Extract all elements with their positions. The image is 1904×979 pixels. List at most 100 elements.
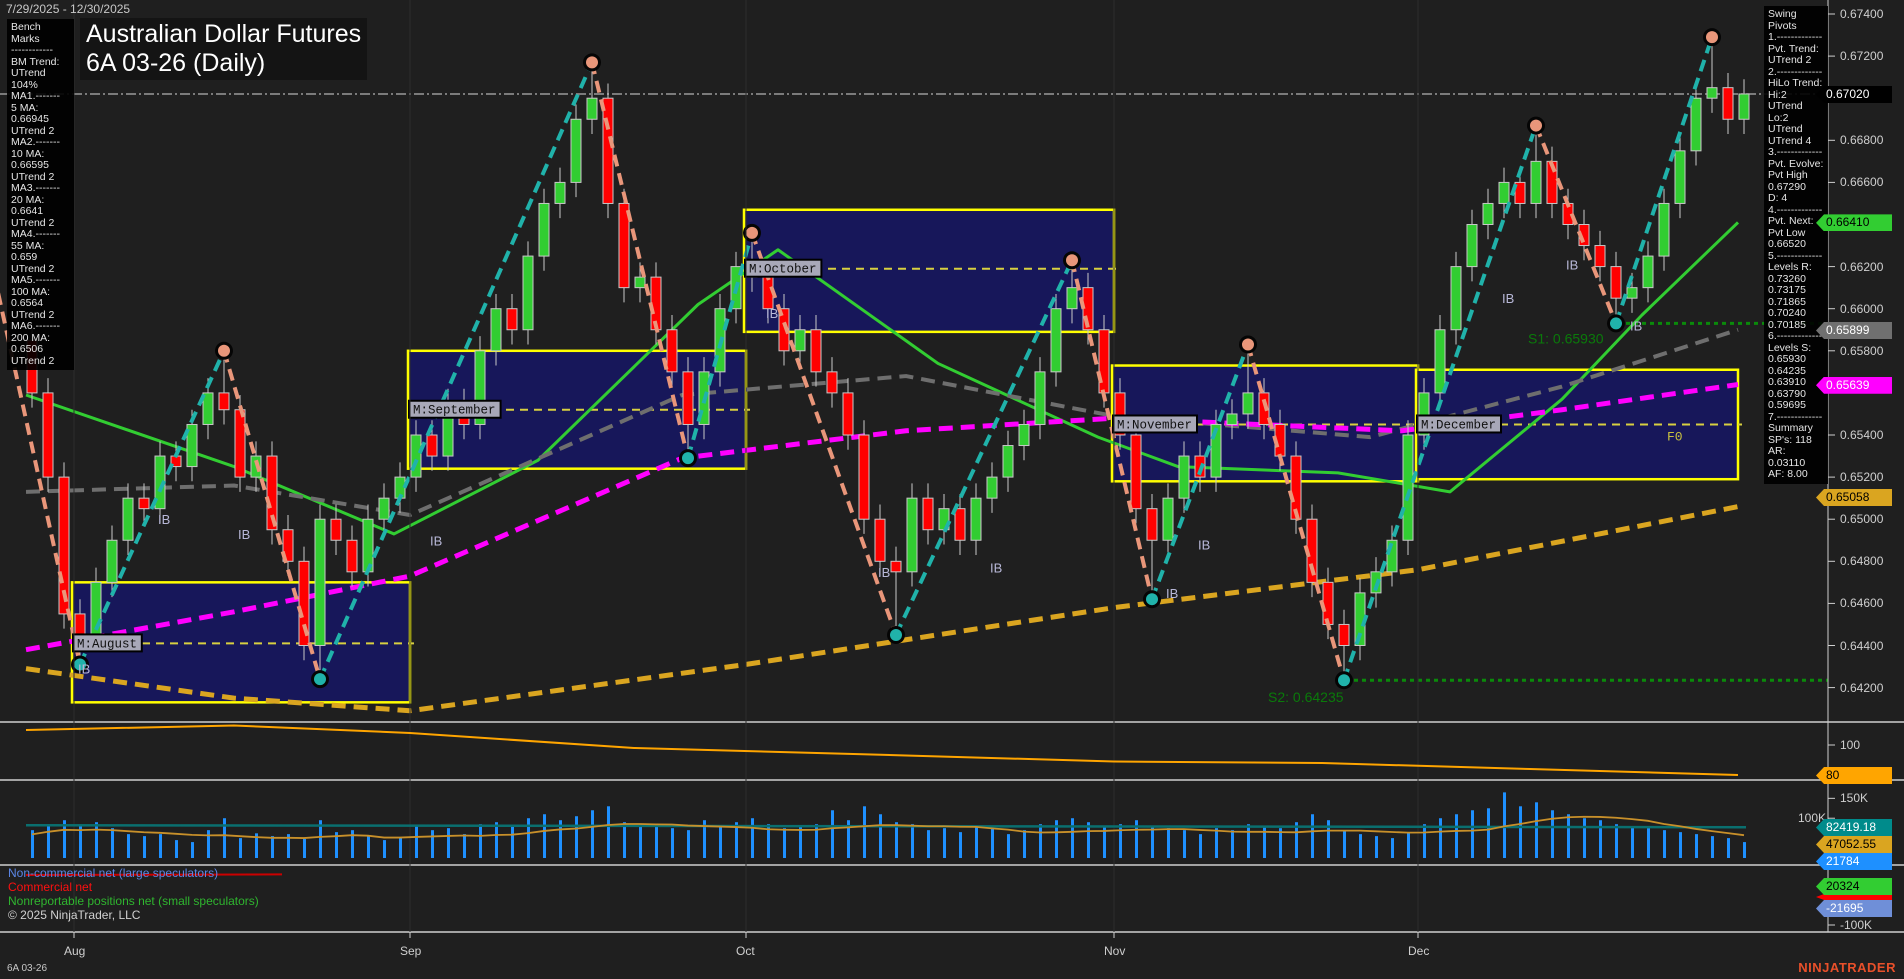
- candle: [1658, 202, 1670, 257]
- volume-bar: [1439, 818, 1442, 858]
- ib-label: IB: [238, 527, 250, 542]
- volume-bar: [175, 840, 178, 858]
- swing-pivots-line: 0.71865: [1768, 295, 1806, 308]
- volume-bar: [655, 826, 658, 858]
- bench-marks-line: Bench Marks: [11, 21, 41, 45]
- bench-marks-line: UTrend 2: [11, 124, 55, 137]
- bench-marks-line: 0.66595: [11, 159, 49, 171]
- volume-bar: [1487, 808, 1490, 858]
- volume-bar: [607, 806, 610, 858]
- zigzag-leg: [78, 349, 226, 666]
- candle: [1178, 455, 1190, 499]
- zigzag-leg: [222, 350, 322, 680]
- volume-bar: [239, 838, 242, 858]
- volume-bar: [1647, 828, 1650, 858]
- monthly-box-label: M:December: [1421, 418, 1496, 432]
- swing-pivots-line: 0.67290: [1768, 180, 1806, 193]
- volume-bar: [1119, 824, 1122, 858]
- volume-bar: [1599, 820, 1602, 858]
- volume-bar: [799, 826, 802, 858]
- volume-bar: [303, 838, 306, 858]
- volume-bar: [1023, 830, 1026, 858]
- candle: [314, 518, 326, 647]
- x-tick-label: Sep: [400, 944, 422, 958]
- swing-pivots-line: D: 4: [1768, 192, 1788, 204]
- candle: [1338, 623, 1350, 647]
- cot-marker: 20324: [1816, 878, 1892, 895]
- candle: [634, 276, 646, 289]
- candle: [1482, 202, 1494, 225]
- swing-pivots-line: Pvt High: [1768, 169, 1808, 181]
- swing-pivot-dot: [74, 658, 86, 671]
- volume-bar: [31, 830, 34, 858]
- legend-noncommercial: Non-commercial net (large speculators): [8, 866, 219, 880]
- indicator-marker: 80: [1816, 767, 1892, 784]
- swing-pivots-line: 3.-------------: [1768, 146, 1823, 158]
- price-tick-label: 0.65800: [1840, 343, 1884, 358]
- candle: [330, 518, 342, 541]
- volume-bar: [559, 820, 562, 858]
- support-level-label: S2: 0.64235: [1268, 689, 1344, 705]
- volume-bar: [431, 830, 434, 858]
- volume-bar: [319, 820, 322, 858]
- ib-label: IB: [1502, 291, 1514, 306]
- candle: [234, 409, 246, 478]
- swing-pivots-line: 0.59695: [1768, 399, 1806, 411]
- candle: [778, 308, 790, 352]
- swing-pivots-line: SP's: 118: [1768, 433, 1812, 446]
- volume-bar: [943, 828, 946, 858]
- volume-bar: [719, 826, 722, 858]
- candle: [1642, 255, 1654, 289]
- candle: [362, 518, 374, 573]
- volume-bar: [479, 824, 482, 858]
- candle: [906, 497, 918, 573]
- monthly-box-label: M:August: [77, 637, 137, 651]
- zigzag-leg: [1342, 124, 1538, 681]
- volume-bar: [975, 826, 978, 858]
- candle: [1674, 150, 1686, 204]
- swing-pivots-panel: Swing Pivots 1.------------- Pvt. Trend: UT…: [1764, 6, 1828, 484]
- candle: [538, 202, 550, 257]
- x-tick-label: Nov: [1104, 944, 1126, 958]
- monthly-box-label-bg: [1112, 414, 1198, 434]
- swing-pivots-line: 7.-------------: [1768, 410, 1823, 423]
- bench-marks-line: UTrend 2: [11, 308, 55, 321]
- bench-marks-line: 5 MA:: [11, 101, 39, 114]
- ib-label: IB: [990, 561, 1002, 576]
- bench-marks-line: UTrend 2: [11, 216, 55, 229]
- ib-label: IB: [1630, 319, 1642, 334]
- candle: [810, 329, 822, 373]
- candle: [1498, 181, 1510, 204]
- cot-marker: -21695: [1816, 900, 1892, 917]
- candle: [890, 560, 902, 573]
- price-marker: 0.66410: [1816, 214, 1892, 232]
- bench-marks-line: MA1.-------: [11, 90, 60, 102]
- bench-marks-line: 0.659: [11, 251, 38, 263]
- swing-pivots-line: UTrend 4: [1768, 134, 1812, 147]
- instrument-symbol: 6A 03-26: [7, 963, 48, 974]
- candle: [602, 97, 614, 204]
- price-tick-label: 0.66000: [1840, 301, 1884, 316]
- swing-pivot-dot: [1530, 119, 1542, 132]
- swing-pivots-line: 0.65930: [1768, 353, 1806, 365]
- title-contract: 6A 03-26 (Daily): [86, 49, 266, 77]
- volume-bar: [447, 828, 450, 858]
- price-tick-label: 0.66200: [1840, 259, 1884, 274]
- price-marker: 0.65899: [1816, 321, 1892, 339]
- volume-bar: [1391, 838, 1394, 858]
- copyright: © 2025 NinjaTrader, LLC: [8, 908, 141, 922]
- candle: [1002, 445, 1014, 478]
- price-marker: 0.67020: [1816, 85, 1892, 103]
- swing-pivots-line: 0.70240: [1768, 307, 1806, 319]
- volume-bar: [1167, 828, 1170, 858]
- volume-bar: [623, 822, 626, 858]
- bench-marks-line: 55 MA:: [11, 239, 45, 252]
- monthly-box-label-bg: [72, 633, 143, 653]
- zigzag-leg: [686, 232, 754, 459]
- volume-bar: [751, 818, 754, 858]
- candle: [1066, 287, 1078, 310]
- swing-pivots-line: Summary: [1768, 422, 1813, 434]
- candle: [922, 497, 934, 531]
- volume-bar: [1551, 810, 1554, 858]
